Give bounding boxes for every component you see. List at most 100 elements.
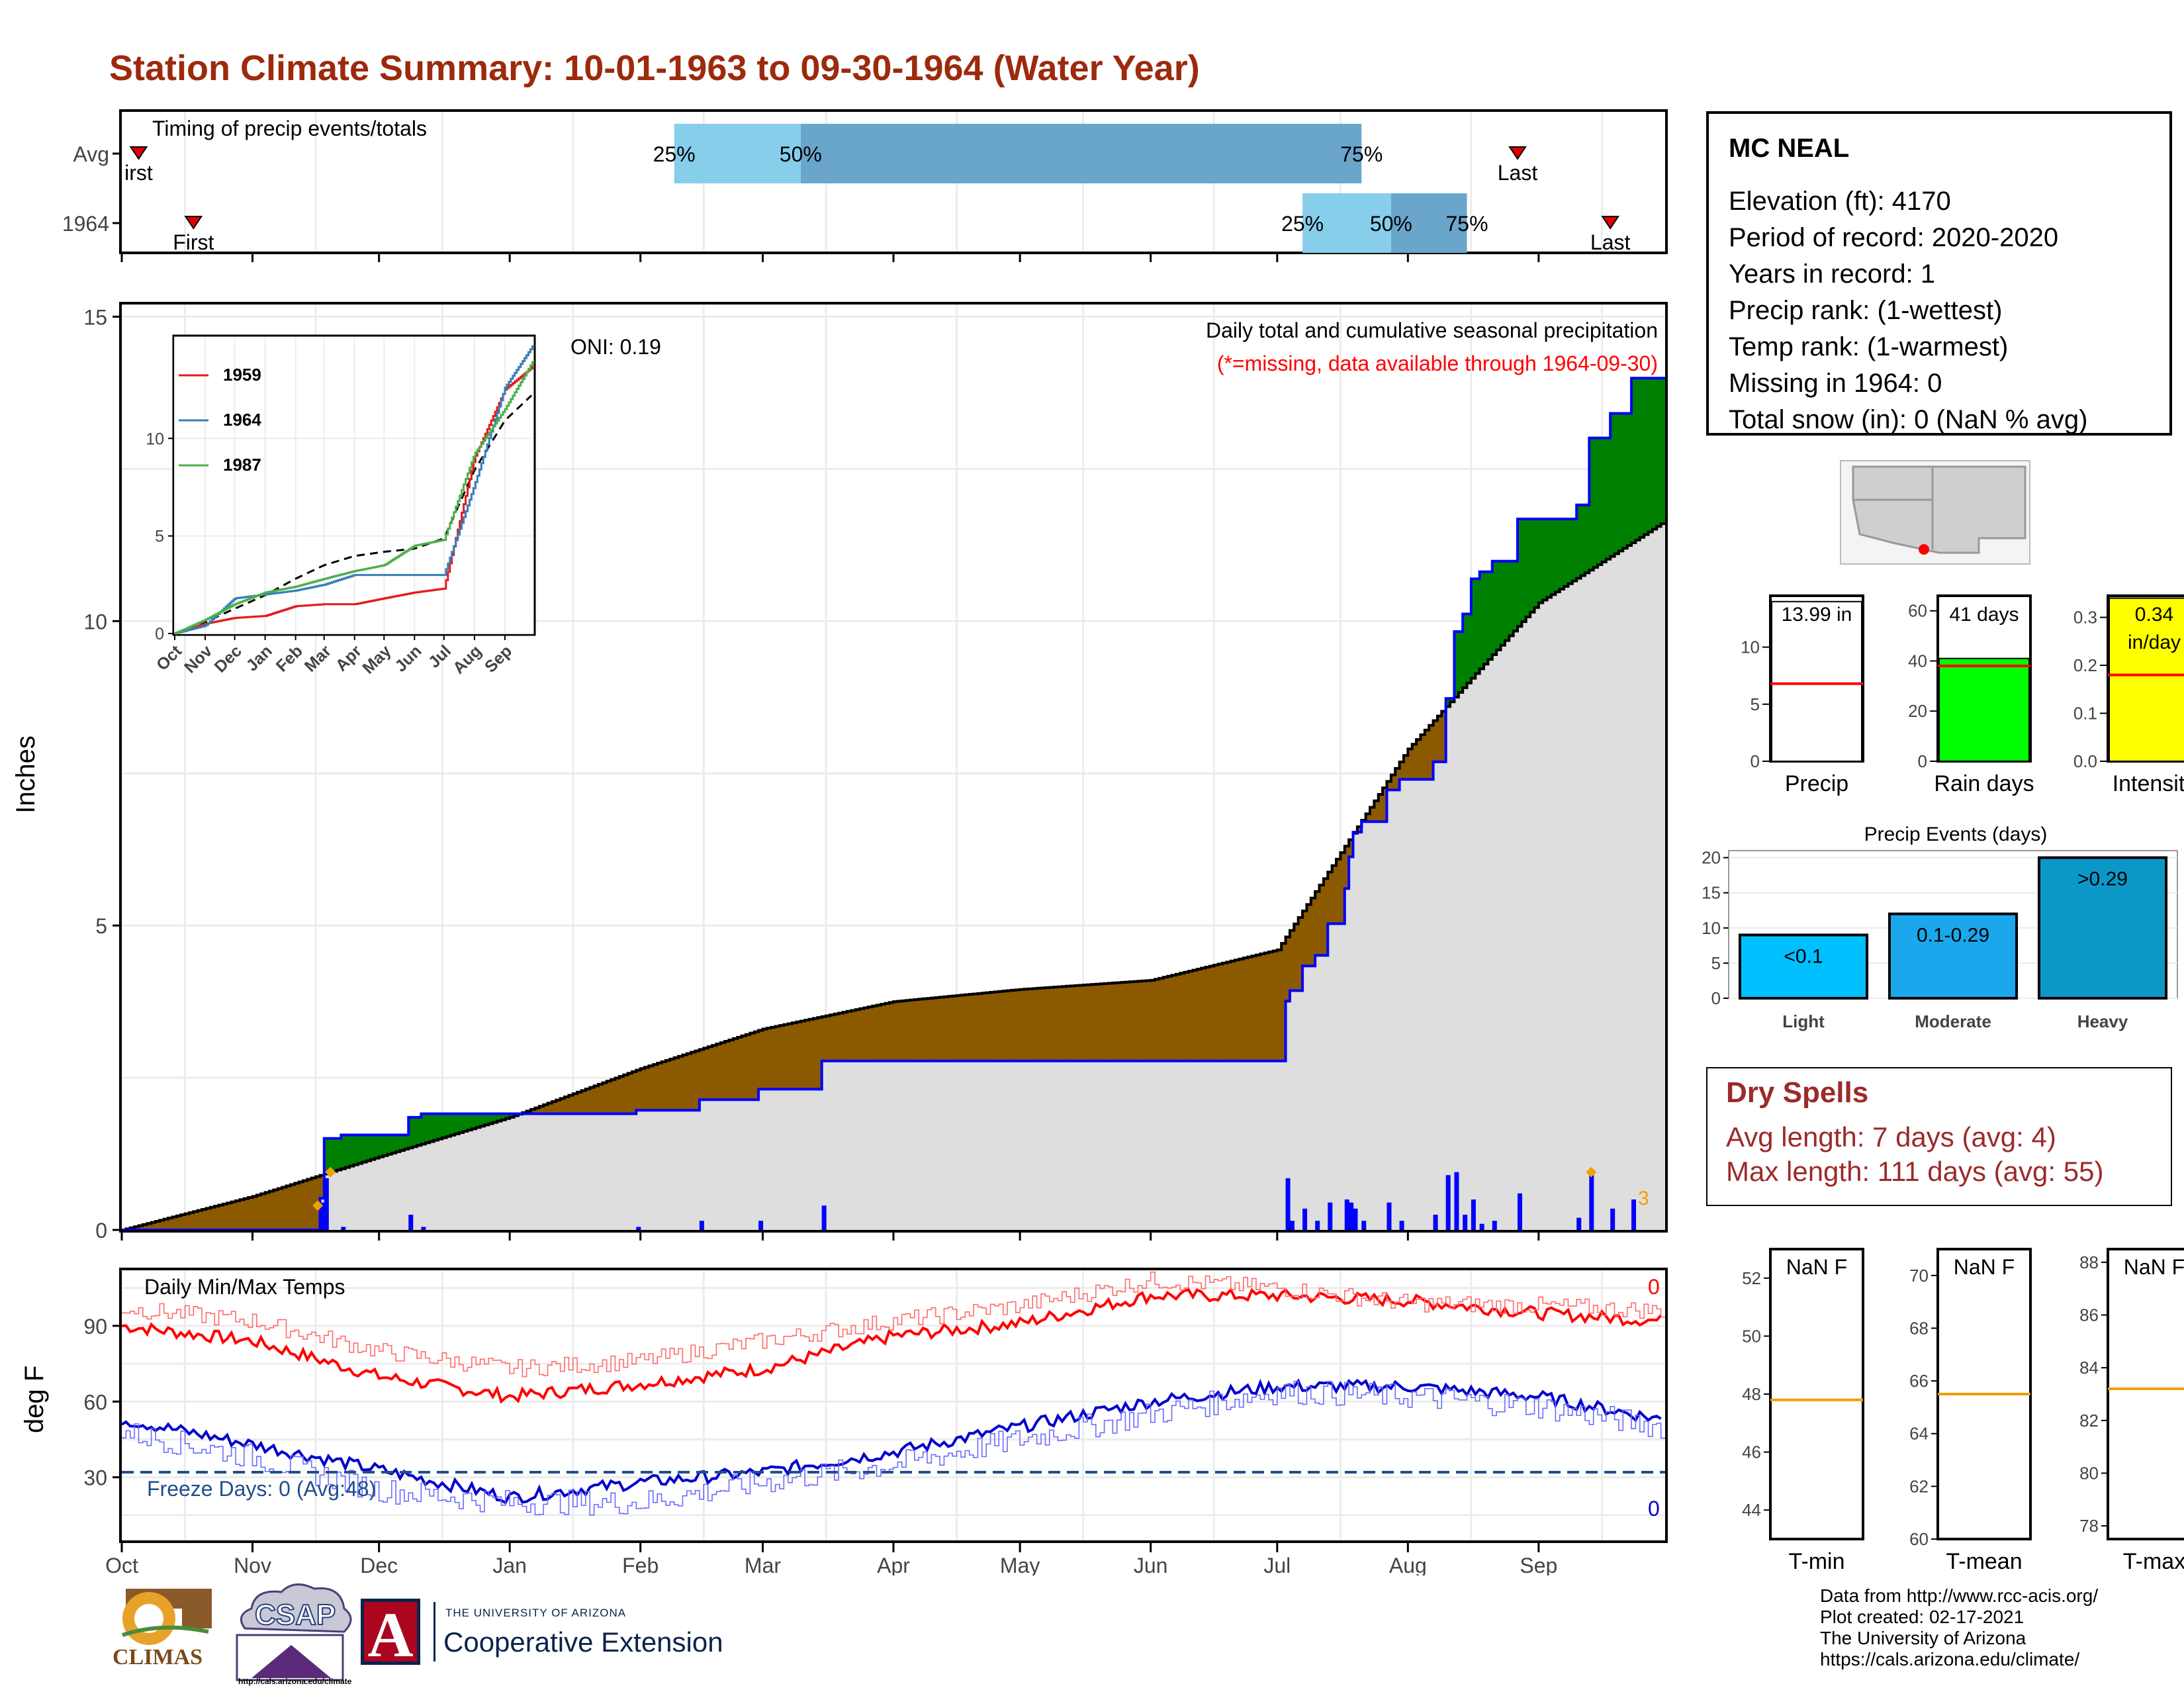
- precip-panel: 0 5 10 15 Inches ONI: 0.19 Daily total and …: [11, 302, 1668, 1241]
- above-average-fill: [497, 1113, 502, 1121]
- month-label: Jul: [1263, 1554, 1291, 1575]
- below-average-fill: [846, 1011, 852, 1061]
- temp-ylabel-text: deg F: [20, 1365, 49, 1433]
- below-average-fill: [1365, 814, 1371, 822]
- below-average-fill: [880, 1004, 886, 1061]
- below-average-fill: [670, 1058, 675, 1111]
- above-average-fill: [1568, 518, 1573, 584]
- precip-ytick-label: 15: [83, 305, 107, 329]
- below-average-fill: [839, 1013, 844, 1061]
- mini-ytick-label: 0.2: [2073, 655, 2097, 675]
- inset-xtick-label: Jun: [391, 641, 425, 675]
- below-average-fill: [906, 1000, 911, 1061]
- page-title: Station Climate Summary: 10-01-1963 to 0…: [109, 48, 1200, 88]
- below-average-fill: [695, 1051, 700, 1111]
- temp-bar-ytick-label: 60: [1909, 1529, 1929, 1549]
- below-average-fill: [307, 1179, 312, 1230]
- below-average-fill: [645, 1067, 650, 1111]
- inset-legend-label: 1964: [223, 410, 261, 430]
- below-average-fill: [758, 1030, 764, 1090]
- below-average-fill: [265, 1192, 270, 1230]
- below-average-fill: [1319, 885, 1324, 956]
- below-average-fill: [1289, 930, 1295, 991]
- below-average-fill: [1049, 987, 1054, 1061]
- inset-xtick-label: Mar: [301, 641, 335, 675]
- below-average-fill: [1146, 980, 1152, 1061]
- timing-panel: Avg 25% 50% 75% irst Last 1964 25% 50% 75% First La…: [62, 109, 1668, 262]
- below-average-fill: [704, 1048, 709, 1100]
- timing-q75-label: 75%: [1340, 142, 1383, 166]
- daily-precip-bar: [1479, 1223, 1484, 1230]
- below-average-fill: [290, 1184, 295, 1230]
- precip-ytick-label: 5: [95, 914, 107, 938]
- above-average-fill: [1606, 438, 1611, 559]
- oni-label: ONI: 0.19: [570, 335, 661, 359]
- above-average-fill: [357, 1135, 363, 1164]
- above-average-fill: [501, 1113, 506, 1120]
- below-average-fill: [1260, 954, 1265, 1061]
- above-average-fill: [1475, 579, 1480, 674]
- below-average-fill: [531, 1109, 536, 1114]
- daily-precip-bar: [758, 1221, 764, 1230]
- daily-precip-bar: [1315, 1221, 1320, 1230]
- events-bar-heavy: [2037, 856, 2168, 1000]
- below-average-fill: [952, 996, 958, 1061]
- info-snow: Total snow (in): 0 (NaN % avg): [1729, 405, 2088, 434]
- below-average-fill: [927, 998, 932, 1061]
- below-average-fill: [1357, 826, 1362, 833]
- station-info-box: MC NEAL Elevation (ft): 4170 Period of r…: [1706, 111, 2172, 436]
- timing-q25-50-bar: [674, 124, 801, 183]
- mini-bar-value: 0.34: [2135, 604, 2173, 626]
- below-average-fill: [619, 1076, 624, 1114]
- above-average-fill: [1631, 378, 1636, 543]
- above-average-fill: [345, 1135, 350, 1168]
- below-average-fill: [729, 1039, 734, 1100]
- daily-precip-bar: [1454, 1172, 1459, 1230]
- below-average-fill: [252, 1196, 257, 1230]
- daily-precip-bar: [1387, 1202, 1392, 1230]
- month-label: Feb: [622, 1554, 659, 1575]
- above-average-fill: [1454, 632, 1459, 698]
- below-average-fill: [779, 1025, 784, 1090]
- mini-ytick-label: 20: [1908, 701, 1927, 721]
- below-average-fill: [775, 1026, 780, 1090]
- temp-bar-ytick-label: 82: [2079, 1411, 2099, 1430]
- below-average-fill: [1399, 761, 1404, 780]
- dry-spells-box: Dry Spells Avg length: 7 days (avg: 4) M…: [1706, 1067, 2172, 1206]
- below-average-fill: [754, 1031, 759, 1100]
- below-average-fill: [1369, 807, 1375, 822]
- below-average-fill: [1083, 985, 1088, 1061]
- temp-bar-ytick-label: 68: [1909, 1318, 1929, 1338]
- below-average-fill: [986, 992, 991, 1061]
- below-average-fill: [1416, 739, 1422, 780]
- above-average-fill: [341, 1135, 346, 1169]
- below-average-fill: [649, 1066, 654, 1111]
- mini-bar-label: Rain days: [1934, 771, 2034, 796]
- events-bar-label: Heavy: [2077, 1011, 2128, 1031]
- below-average-fill: [1036, 988, 1042, 1061]
- below-average-fill: [1294, 923, 1299, 991]
- below-average-fill: [1226, 962, 1232, 1061]
- below-average-fill: [1230, 961, 1236, 1061]
- below-average-fill: [699, 1049, 704, 1100]
- below-average-fill: [665, 1060, 670, 1111]
- locator-map: [1840, 460, 2030, 565]
- temp-bar-ytick-label: 52: [1742, 1268, 1761, 1288]
- above-average-fill: [1509, 561, 1514, 636]
- events-bar-label: Moderate: [1915, 1011, 1991, 1031]
- below-average-fill: [193, 1211, 199, 1230]
- missing-marker: [1586, 1166, 1597, 1178]
- below-average-fill: [1058, 986, 1063, 1061]
- timing-q75-label: 75%: [1446, 212, 1488, 236]
- inset-xtick-label: May: [359, 641, 394, 677]
- below-average-fill: [295, 1183, 300, 1230]
- below-average-fill: [1184, 972, 1189, 1061]
- mini-ytick-label: 0.3: [2073, 608, 2097, 628]
- mini-ytick-label: 10: [1741, 637, 1760, 657]
- below-average-fill: [725, 1041, 730, 1100]
- daily-precip-bar: [1517, 1193, 1523, 1230]
- daily-precip-bar: [1631, 1199, 1637, 1230]
- above-average-fill: [1559, 518, 1565, 590]
- below-average-fill: [1433, 720, 1438, 762]
- below-average-fill: [1344, 846, 1349, 889]
